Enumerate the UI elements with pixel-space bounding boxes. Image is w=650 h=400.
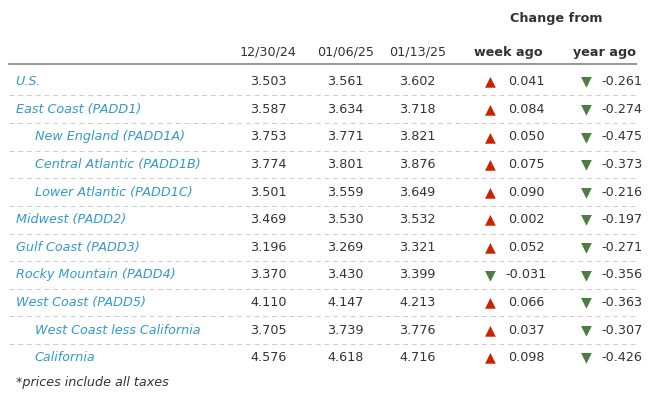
Text: 3.532: 3.532 [399, 213, 436, 226]
Text: East Coast (PADD1): East Coast (PADD1) [16, 103, 141, 116]
Text: 0.098: 0.098 [508, 351, 545, 364]
Text: 3.321: 3.321 [399, 241, 436, 254]
Text: West Coast less California: West Coast less California [34, 324, 200, 337]
Text: 4.110: 4.110 [250, 296, 287, 309]
Text: -0.373: -0.373 [602, 158, 643, 171]
Text: 3.821: 3.821 [399, 130, 436, 143]
Text: 4.618: 4.618 [327, 351, 363, 364]
Text: 0.066: 0.066 [508, 296, 545, 309]
Text: 4.716: 4.716 [399, 351, 436, 364]
Text: ▲: ▲ [485, 158, 496, 172]
Text: Change from: Change from [510, 12, 603, 25]
Text: 0.041: 0.041 [508, 75, 545, 88]
Text: 3.774: 3.774 [250, 158, 287, 171]
Text: ▲: ▲ [485, 296, 496, 310]
Text: 3.196: 3.196 [250, 241, 287, 254]
Text: 3.469: 3.469 [250, 213, 287, 226]
Text: 3.801: 3.801 [327, 158, 363, 171]
Text: -0.261: -0.261 [602, 75, 643, 88]
Text: ▼: ▼ [581, 158, 592, 172]
Text: 01/13/25: 01/13/25 [389, 46, 446, 58]
Text: 3.602: 3.602 [399, 75, 436, 88]
Text: 3.634: 3.634 [327, 103, 363, 116]
Text: 4.213: 4.213 [399, 296, 436, 309]
Text: 3.561: 3.561 [327, 75, 363, 88]
Text: ▲: ▲ [485, 213, 496, 227]
Text: 4.147: 4.147 [327, 296, 363, 309]
Text: ▼: ▼ [581, 296, 592, 310]
Text: 0.084: 0.084 [508, 103, 545, 116]
Text: California: California [34, 351, 96, 364]
Text: 12/30/24: 12/30/24 [240, 46, 297, 58]
Text: -0.426: -0.426 [602, 351, 643, 364]
Text: -0.363: -0.363 [602, 296, 643, 309]
Text: 0.002: 0.002 [508, 213, 545, 226]
Text: West Coast (PADD5): West Coast (PADD5) [16, 296, 146, 309]
Text: 3.771: 3.771 [327, 130, 363, 143]
Text: 3.753: 3.753 [250, 130, 287, 143]
Text: 0.050: 0.050 [508, 130, 545, 143]
Text: New England (PADD1A): New England (PADD1A) [34, 130, 185, 143]
Text: -0.274: -0.274 [602, 103, 643, 116]
Text: ▼: ▼ [581, 351, 592, 365]
Text: U.S.: U.S. [16, 75, 41, 88]
Text: ▼: ▼ [581, 130, 592, 144]
Text: 3.649: 3.649 [399, 186, 436, 199]
Text: ▲: ▲ [485, 130, 496, 144]
Text: ▼: ▼ [581, 268, 592, 282]
Text: ▼: ▼ [581, 323, 592, 337]
Text: 0.052: 0.052 [508, 241, 545, 254]
Text: -0.271: -0.271 [602, 241, 643, 254]
Text: -0.307: -0.307 [602, 324, 643, 337]
Text: 3.370: 3.370 [250, 268, 287, 282]
Text: ▲: ▲ [485, 323, 496, 337]
Text: 3.739: 3.739 [327, 324, 363, 337]
Text: ▲: ▲ [485, 185, 496, 199]
Text: year ago: year ago [573, 46, 636, 58]
Text: Rocky Mountain (PADD4): Rocky Mountain (PADD4) [16, 268, 176, 282]
Text: 3.587: 3.587 [250, 103, 287, 116]
Text: Gulf Coast (PADD3): Gulf Coast (PADD3) [16, 241, 140, 254]
Text: -0.475: -0.475 [602, 130, 643, 143]
Text: ▼: ▼ [485, 268, 496, 282]
Text: ▲: ▲ [485, 351, 496, 365]
Text: ▼: ▼ [581, 185, 592, 199]
Text: -0.031: -0.031 [506, 268, 547, 282]
Text: ▼: ▼ [581, 75, 592, 89]
Text: 0.037: 0.037 [508, 324, 545, 337]
Text: Lower Atlantic (PADD1C): Lower Atlantic (PADD1C) [34, 186, 192, 199]
Text: *prices include all taxes: *prices include all taxes [16, 376, 168, 389]
Text: 3.503: 3.503 [250, 75, 287, 88]
Text: 01/06/25: 01/06/25 [317, 46, 374, 58]
Text: ▼: ▼ [581, 102, 592, 116]
Text: ▼: ▼ [581, 213, 592, 227]
Text: 0.075: 0.075 [508, 158, 545, 171]
Text: 3.430: 3.430 [327, 268, 363, 282]
Text: ▲: ▲ [485, 102, 496, 116]
Text: Central Atlantic (PADD1B): Central Atlantic (PADD1B) [34, 158, 200, 171]
Text: -0.216: -0.216 [602, 186, 643, 199]
Text: 3.530: 3.530 [327, 213, 363, 226]
Text: ▲: ▲ [485, 75, 496, 89]
Text: Midwest (PADD2): Midwest (PADD2) [16, 213, 126, 226]
Text: ▲: ▲ [485, 240, 496, 254]
Text: 3.269: 3.269 [327, 241, 363, 254]
Text: week ago: week ago [474, 46, 543, 58]
Text: -0.197: -0.197 [602, 213, 643, 226]
Text: ▼: ▼ [581, 240, 592, 254]
Text: 3.718: 3.718 [399, 103, 436, 116]
Text: 3.559: 3.559 [327, 186, 363, 199]
Text: 3.399: 3.399 [399, 268, 436, 282]
Text: 3.501: 3.501 [250, 186, 287, 199]
Text: 4.576: 4.576 [250, 351, 287, 364]
Text: 0.090: 0.090 [508, 186, 545, 199]
Text: 3.705: 3.705 [250, 324, 287, 337]
Text: 3.776: 3.776 [399, 324, 436, 337]
Text: -0.356: -0.356 [602, 268, 643, 282]
Text: 3.876: 3.876 [399, 158, 436, 171]
